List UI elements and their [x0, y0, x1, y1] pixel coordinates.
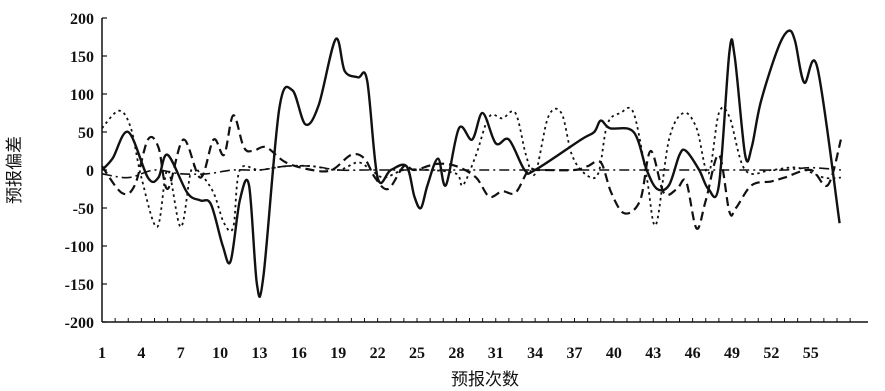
x-tick-label: 55 — [803, 345, 819, 362]
x-tick-label: 7 — [177, 345, 185, 362]
x-tick-label: 4 — [137, 345, 145, 362]
series-line-dotted — [101, 106, 841, 233]
y-tick-label: 50 — [78, 125, 94, 142]
y-tick-label: 200 — [70, 11, 94, 28]
series-layer — [101, 29, 842, 299]
y-tick-label: 150 — [70, 49, 94, 66]
y-tick-label: -50 — [73, 201, 94, 218]
x-tick-label: 25 — [409, 345, 425, 362]
y-tick-label: -150 — [65, 277, 94, 294]
x-tick-label: 13 — [252, 345, 268, 362]
x-tick-label: 34 — [527, 345, 543, 362]
y-tick-label: 0 — [86, 163, 94, 180]
x-tick-label: 37 — [567, 345, 583, 362]
x-axis-title: 预报次数 — [451, 370, 519, 390]
x-tick-label: 31 — [488, 345, 504, 362]
series-line-solid — [101, 29, 841, 299]
x-tick-label: 22 — [370, 345, 386, 362]
series-line-dash-dot — [101, 164, 841, 179]
x-tick-label: 52 — [763, 345, 779, 362]
y-ticks: 200 150 100 50 0 -50 -100 -150 -200 — [65, 11, 107, 332]
x-tick-label: 10 — [212, 345, 228, 362]
x-ticks: 1 4 7 10 13 16 19 22 25 28 31 34 37 40 43 46 49 52 55 — [98, 318, 851, 362]
x-tick-label: 49 — [724, 345, 740, 362]
y-tick-label: -200 — [65, 315, 94, 332]
x-tick-label: 28 — [448, 345, 464, 362]
x-tick-label: 16 — [291, 345, 307, 362]
y-tick-label: 100 — [70, 87, 94, 104]
y-tick-label: -100 — [65, 239, 94, 256]
x-tick-label: 43 — [645, 345, 661, 362]
y-axis-title: 预报偏差 — [5, 136, 25, 204]
x-tick-label: 1 — [98, 345, 106, 362]
x-tick-label: 46 — [685, 345, 701, 362]
x-tick-label: 40 — [606, 345, 622, 362]
series-line-dashed — [101, 114, 842, 230]
x-tick-label: 19 — [330, 345, 346, 362]
